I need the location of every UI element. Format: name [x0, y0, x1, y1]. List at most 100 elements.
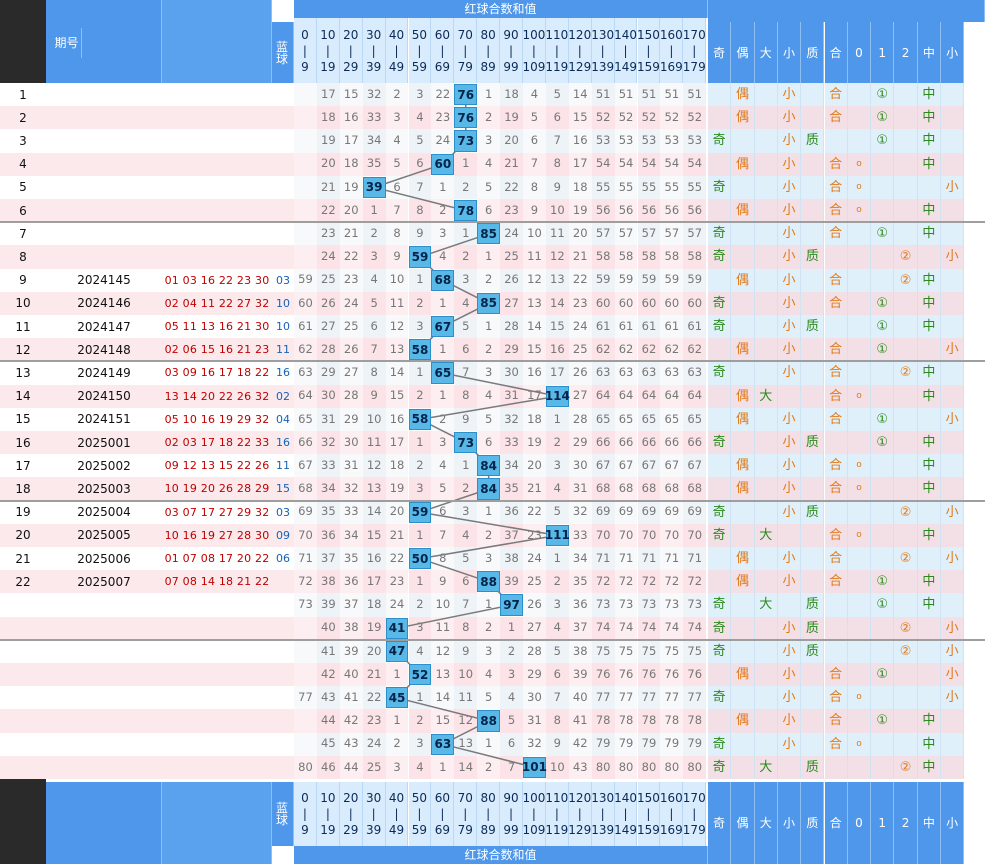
row-bg	[0, 268, 294, 292]
feature-cell	[708, 454, 732, 478]
miss-count-cell: 10	[545, 755, 569, 779]
miss-count-cell: 4	[523, 83, 546, 107]
miss-count-cell: 6	[431, 500, 455, 524]
miss-count-cell: 70	[591, 523, 615, 547]
miss-count-cell: 25	[500, 245, 523, 269]
range-end: 69	[434, 823, 450, 837]
range-start: 50	[411, 791, 428, 805]
feature-cell: 质	[801, 129, 825, 153]
miss-count-cell: 7	[408, 175, 432, 199]
miss-count-cell: 63	[637, 361, 661, 385]
feature-cell	[801, 477, 825, 501]
miss-count-cell: 57	[614, 222, 638, 246]
feature-cell	[731, 222, 755, 246]
header-range-40: 40 | 49	[385, 18, 409, 83]
feature-cell: 中	[917, 732, 941, 756]
miss-count-cell	[294, 222, 317, 246]
miss-count-cell: 71	[660, 547, 684, 571]
red-balls: 02 06 15 16 21 23	[164, 343, 270, 357]
miss-count-cell: 21	[316, 175, 340, 199]
feature-cell: o	[847, 454, 872, 478]
miss-count-cell: 40	[339, 663, 363, 687]
issue-number	[46, 640, 162, 663]
row-number	[0, 686, 46, 709]
miss-count-cell: 68	[660, 477, 684, 501]
miss-count-cell: 21	[339, 222, 363, 246]
miss-count-cell: 1	[408, 361, 432, 385]
range-sep: |	[348, 43, 353, 58]
footer-feature-5: 合	[824, 782, 848, 864]
miss-count-cell: 26	[568, 361, 592, 385]
feature-cell: 合	[824, 361, 848, 385]
miss-count-cell: 20	[339, 199, 363, 223]
feature-cell	[894, 686, 918, 710]
miss-count-cell: 2	[408, 593, 432, 617]
footer-feature-7: 1	[871, 782, 895, 864]
blue-ball	[272, 153, 294, 176]
miss-count-cell: 56	[637, 199, 661, 223]
miss-count-cell: 60	[683, 291, 707, 315]
miss-count-cell: 64	[637, 384, 661, 408]
miss-count-cell: 4	[408, 106, 432, 130]
feature-cell: 中	[917, 222, 941, 246]
feature-cell	[847, 291, 872, 315]
range-sep: |	[302, 807, 307, 821]
feature-cell: o	[847, 152, 872, 176]
range-start: 80	[480, 791, 496, 805]
feature-cell: 小	[777, 222, 802, 246]
miss-count-cell: 78	[660, 709, 684, 733]
miss-count-cell: 33	[568, 523, 592, 547]
blue-ball	[272, 245, 294, 268]
miss-count-cell: 25	[339, 315, 363, 339]
header-feature-4: 质	[801, 22, 825, 83]
miss-count-cell: 18	[568, 175, 592, 199]
footer-range-10: 10 | 19	[316, 782, 340, 846]
miss-count-cell	[294, 152, 317, 176]
feature-cell	[847, 222, 872, 246]
issue-number	[46, 756, 162, 779]
range-start: 110	[545, 27, 569, 42]
miss-count-cell: 38	[339, 616, 363, 640]
miss-count-cell: 51	[683, 83, 707, 107]
header-range-10: 10 | 19	[316, 18, 340, 83]
range-end: 29	[343, 59, 359, 74]
miss-count-cell: 44	[339, 755, 363, 779]
red-balls: 10 16 19 27 28 30	[164, 528, 270, 542]
miss-count-cell: 1	[477, 245, 501, 269]
feature-cell	[871, 616, 895, 640]
feature-cell	[847, 431, 872, 455]
range-end: 159	[637, 59, 660, 74]
feature-cell: 中	[917, 83, 941, 107]
footer-range-50: 50 | 59	[408, 782, 432, 846]
miss-count-cell: 66	[591, 431, 615, 455]
feature-cell: 小	[777, 106, 802, 130]
range-end: 59	[411, 59, 428, 74]
feature-cell	[731, 129, 755, 153]
miss-count-cell: 23	[316, 222, 340, 246]
range-end: 169	[659, 823, 683, 837]
feature-cell: 质	[801, 431, 825, 455]
feature-cell: 合	[824, 523, 848, 547]
miss-count-cell: 2	[431, 407, 455, 431]
blue-ball: 10	[276, 320, 290, 334]
miss-count-cell: 2	[385, 83, 409, 107]
red-balls	[162, 640, 272, 663]
feature-cell: ②	[894, 755, 918, 779]
miss-count-cell: 6	[545, 663, 569, 687]
miss-count-cell: 59	[637, 268, 661, 292]
feature-cell	[847, 407, 872, 431]
sum-hit-cell: 52	[408, 664, 432, 686]
miss-count-cell: 35	[362, 152, 386, 176]
footer-feature-3: 小	[777, 782, 802, 864]
feature-cell	[871, 384, 895, 408]
feature-cell	[847, 129, 872, 153]
miss-count-cell: 60	[660, 291, 684, 315]
miss-count-cell: 18	[523, 407, 546, 431]
feature-cell: 奇	[708, 593, 732, 617]
footer-feature-10: 小	[941, 782, 965, 864]
feature-cell: 奇	[708, 639, 732, 663]
footer-feature-6: 0	[847, 782, 872, 864]
feature-cell	[847, 361, 872, 385]
miss-count-cell: 6	[477, 431, 501, 455]
miss-count-cell: 69	[294, 500, 317, 524]
